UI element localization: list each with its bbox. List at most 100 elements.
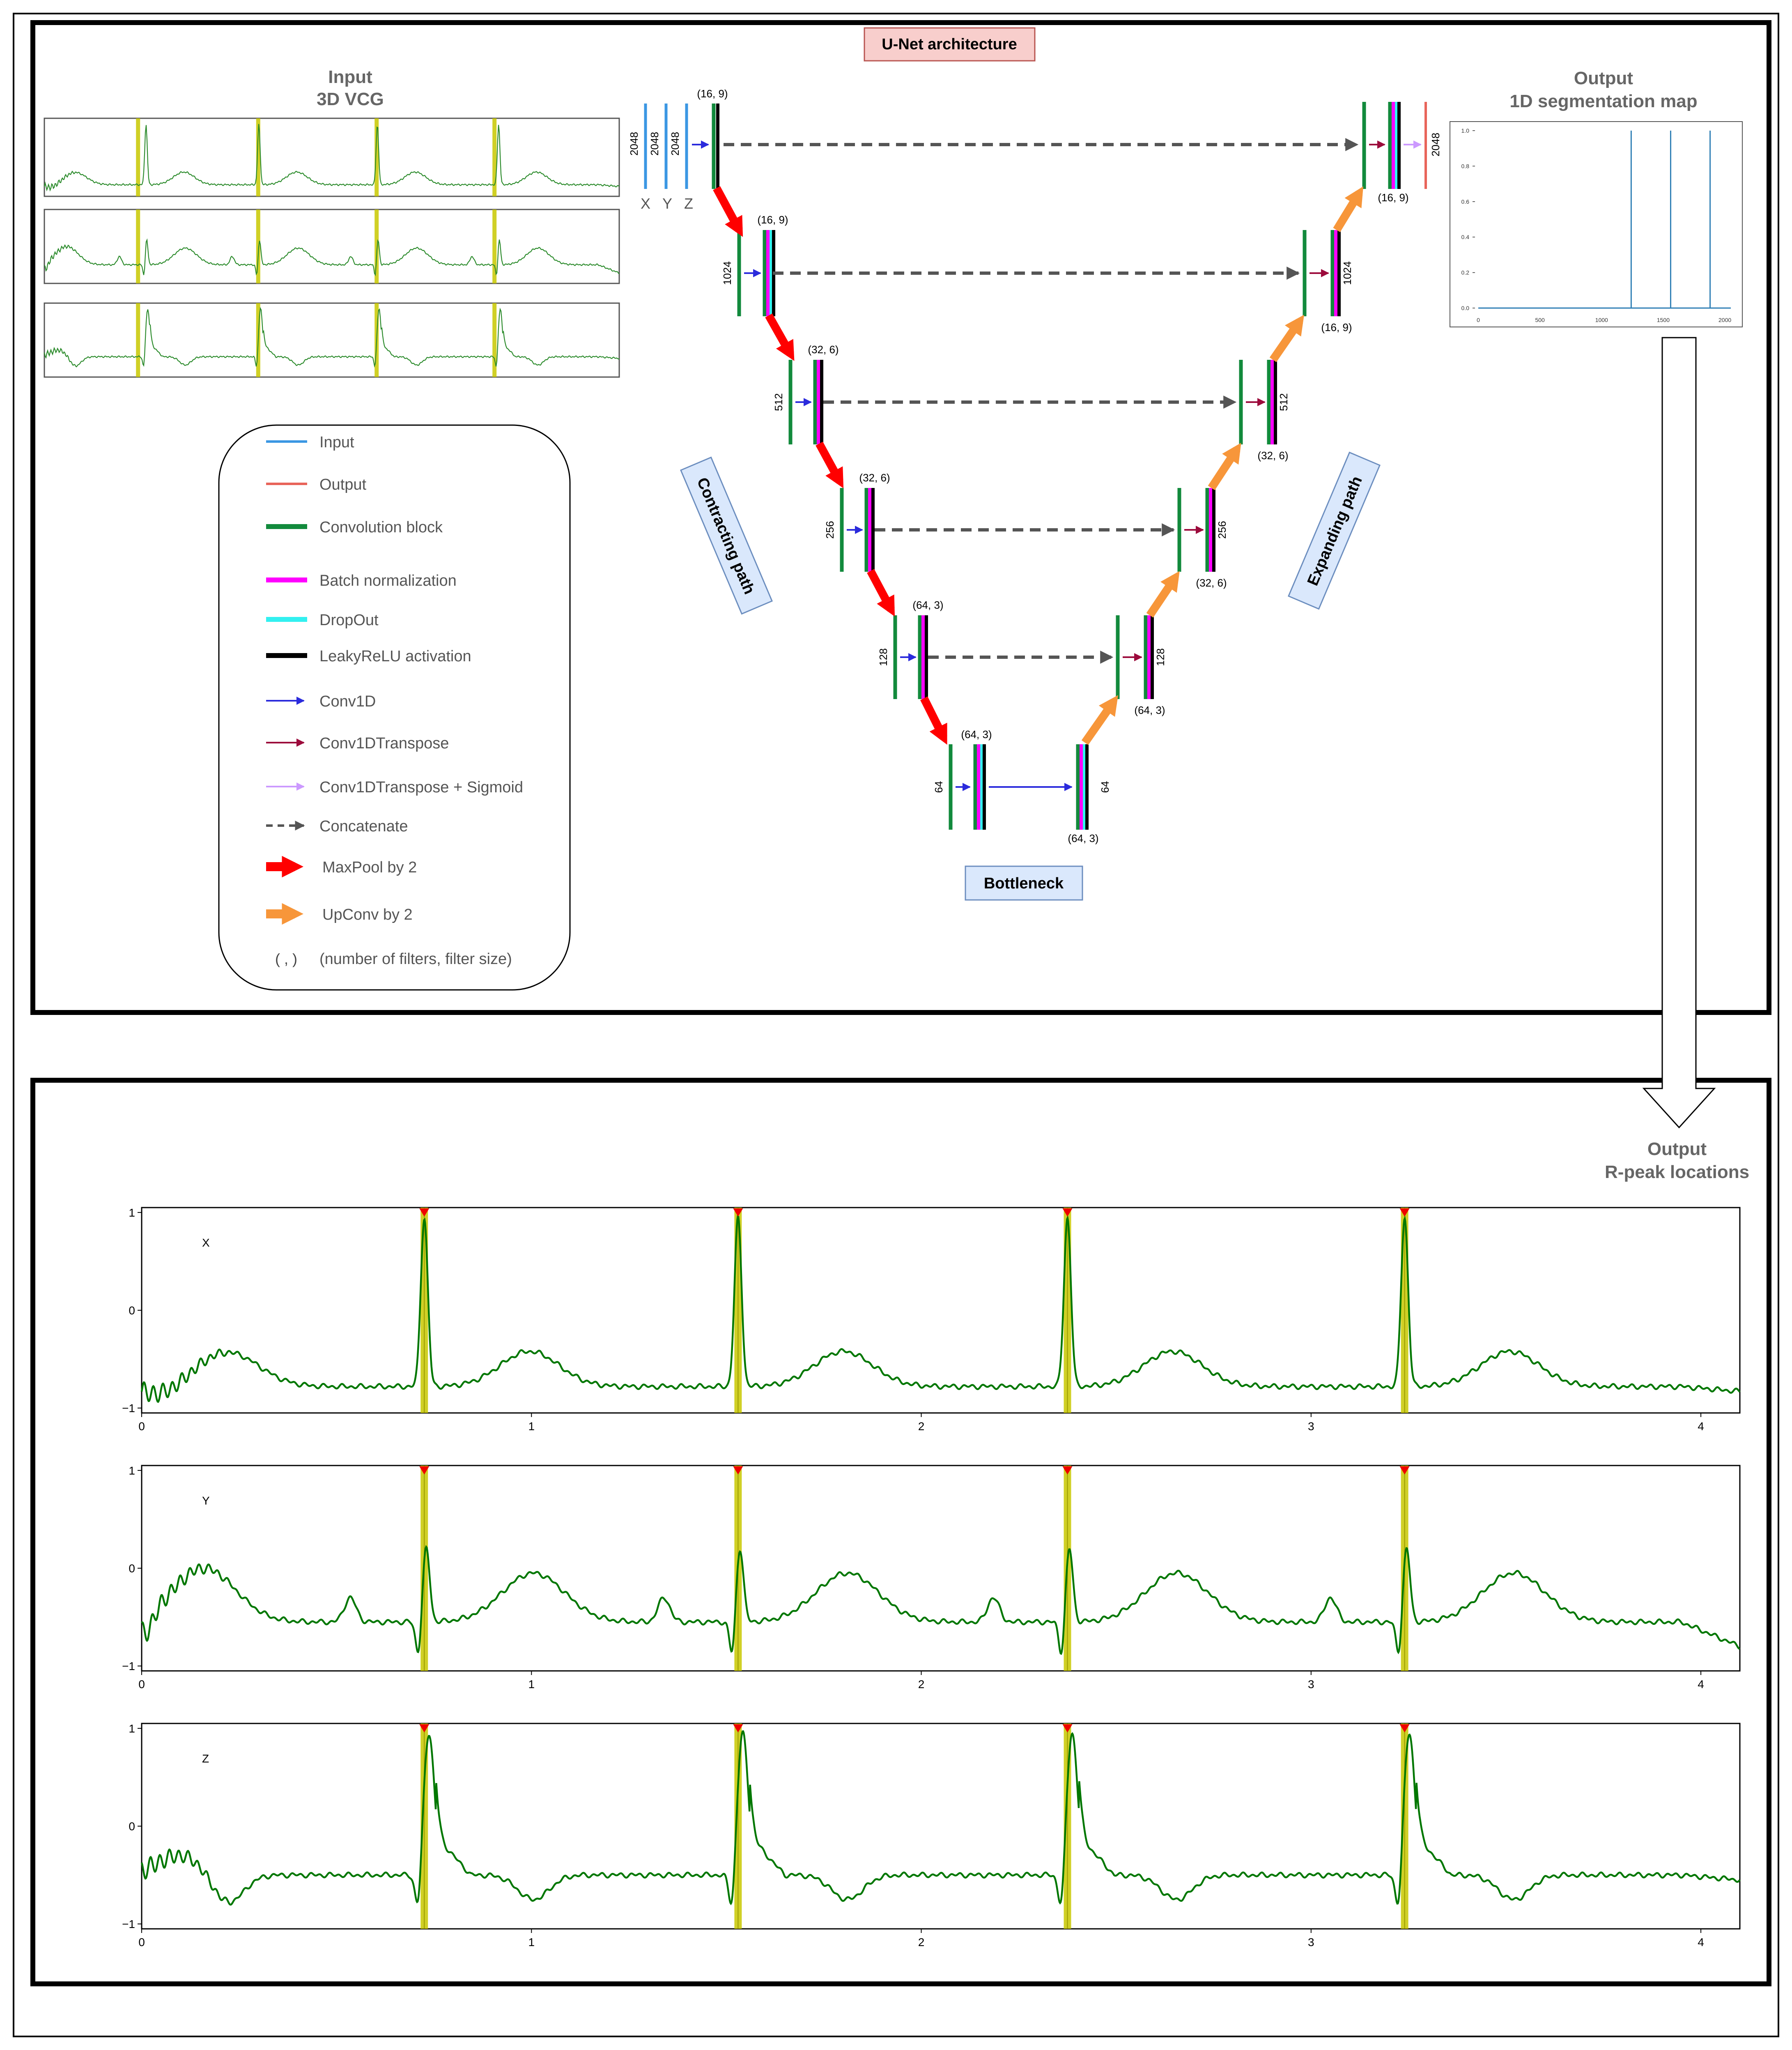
legend-label: Input: [319, 434, 354, 451]
legend-item: Batch normalization: [266, 572, 457, 589]
thumbnail-peak-band: [492, 303, 497, 377]
filter-label: (64, 3): [912, 599, 943, 611]
ytick-label: −1: [122, 1402, 135, 1415]
thumbnail-peak-band: [492, 118, 497, 196]
r-peak-marker: [1399, 1466, 1410, 1475]
filter-label: (32, 6): [808, 343, 839, 356]
upconv-arrow: [1146, 571, 1180, 618]
ecg-signal-line: [141, 1545, 1740, 1655]
maxpool-arrow: [765, 313, 795, 361]
output-top-title: Output: [1574, 68, 1633, 88]
ecg-panel-y: 10−10 1 2 3 4Y: [122, 1464, 1741, 1691]
flow-down-arrow-icon: [1642, 337, 1716, 1129]
r-peak-marker: [1399, 1724, 1410, 1732]
ytick-label: 0: [129, 1820, 135, 1833]
architecture-label: U-Net architecture: [882, 36, 1017, 53]
filter-label: (64, 3): [961, 728, 992, 741]
xtick-label: 2: [918, 1936, 925, 1949]
segmap-xtick-label: 1500: [1657, 317, 1670, 323]
xtick-label: 1: [528, 1936, 535, 1949]
ytick-label: 0: [129, 1562, 135, 1575]
thumbnail-frame: [44, 209, 620, 284]
xtick-label: 0: [138, 1420, 145, 1433]
segmap-xtick-label: 500: [1535, 317, 1545, 323]
legend-box: [218, 424, 571, 991]
output-top-subtitle: 1D segmentation map: [1509, 91, 1697, 111]
xtick-label: 1: [528, 1420, 535, 1433]
maxpool-arrow: [713, 186, 743, 237]
r-peak-marker: [419, 1466, 430, 1475]
ytick-label: 1: [129, 1722, 135, 1735]
filter-label: (32, 6): [859, 472, 890, 484]
legend-item: Conv1DTranspose + Sigmoid: [266, 779, 523, 796]
maxpool-arrow: [816, 442, 844, 488]
legend-item: LeakyReLU activation: [266, 648, 471, 665]
thumbnail-trace: [44, 124, 620, 192]
ytick-label: 1: [129, 1206, 135, 1219]
xtick-label: 4: [1698, 1678, 1704, 1691]
thumbnail-trace: [44, 306, 620, 368]
legend-label: Convolution block: [319, 519, 443, 536]
filter-label: (16, 9): [1321, 321, 1352, 334]
feature-size-label: 512: [772, 393, 785, 411]
panel-label: X: [202, 1236, 210, 1249]
architecture-label-box: U-Net architecture: [864, 27, 1036, 62]
filter-label: (16, 9): [697, 87, 728, 100]
legend-label: UpConv by 2: [322, 906, 413, 923]
r-peak-marker: [733, 1724, 743, 1732]
top-panel-frame: [30, 20, 1771, 1015]
segmap-ytick-label: 0.8: [1461, 163, 1470, 169]
ecg-panel-x: 10−10 1 2 3 4X: [122, 1206, 1741, 1433]
r-peak-marker: [419, 1724, 430, 1732]
legend: Input Output Convolution block Batch normal…: [266, 434, 523, 968]
parentheses-icon: ( , ): [275, 950, 297, 967]
ecg-signal-line: [140, 1730, 1741, 1906]
xtick-label: 3: [1308, 1678, 1314, 1691]
xtick-label: 0: [138, 1936, 145, 1949]
legend-item: Conv1D: [266, 693, 376, 710]
legend-item: Concatenate: [266, 818, 408, 835]
ecg-signal-line: [140, 1215, 1741, 1403]
filter-label: (16, 9): [1378, 191, 1408, 204]
xtick-label: 1: [528, 1678, 535, 1691]
segmap-ytick-label: 0.4: [1461, 234, 1470, 240]
feature-size-label: 128: [1154, 648, 1167, 666]
input-size-label-y: 2048: [648, 132, 661, 156]
xtick-label: 3: [1308, 1936, 1314, 1949]
vcg-thumbnail-z: [44, 302, 620, 378]
segmap-ytick-label: 1.0: [1461, 127, 1470, 134]
axis-label-y: Y: [662, 195, 672, 212]
thumbnail-peak-band: [136, 209, 140, 283]
thumbnail-frame: [44, 302, 620, 378]
r-peak-marker: [1062, 1208, 1073, 1217]
output-bottom-title: Output: [1647, 1139, 1707, 1159]
panel-label: Y: [202, 1494, 210, 1507]
legend-label: Output: [319, 476, 367, 493]
filter-label: (16, 9): [757, 214, 788, 226]
segmap-xtick-label: 2000: [1718, 317, 1731, 323]
feature-size-label: 512: [1277, 393, 1290, 411]
bottleneck-label-box: Bottleneck: [965, 865, 1083, 901]
maxpool-arrow: [920, 696, 947, 745]
feature-size-label: 64: [1099, 781, 1111, 793]
thumbnail-peak-band: [492, 209, 497, 283]
output-size-label: 2048: [1429, 133, 1442, 156]
xtick-label: 4: [1698, 1420, 1704, 1433]
r-peak-marker: [1062, 1466, 1073, 1475]
legend-item: Output: [266, 476, 367, 493]
ytick-label: −1: [122, 1660, 135, 1673]
thumbnail-peak-band: [374, 209, 379, 283]
input-subtitle: 3D VCG: [317, 89, 384, 109]
thumbnail-peak-band: [136, 118, 140, 196]
thumbnail-peak-band: [256, 118, 260, 196]
thumbnail-trace: [44, 238, 620, 276]
upconv-arrow: [1208, 442, 1241, 490]
xtick-label: 2: [918, 1678, 925, 1691]
legend-label: Conv1DTranspose: [319, 735, 449, 752]
legend-label: LeakyReLU activation: [319, 648, 471, 665]
xtick-label: 3: [1308, 1420, 1314, 1433]
plot-frame: [141, 1207, 1741, 1414]
input-title: Input: [328, 67, 372, 87]
